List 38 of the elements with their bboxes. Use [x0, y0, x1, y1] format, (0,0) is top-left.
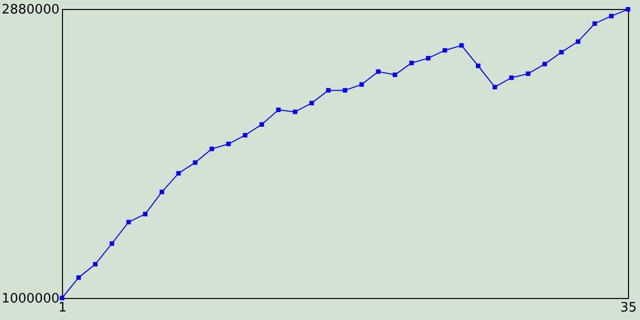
point	[526, 71, 530, 76]
point	[592, 21, 597, 26]
point	[342, 88, 348, 93]
point	[242, 132, 248, 138]
point	[509, 75, 514, 80]
point	[260, 122, 264, 127]
point	[392, 72, 398, 78]
point	[426, 56, 430, 60]
x-tick-label: 1	[58, 300, 67, 316]
point	[559, 50, 564, 54]
point	[442, 48, 448, 53]
point	[459, 43, 464, 48]
x-tick-label: 35	[620, 300, 637, 316]
point	[276, 108, 281, 112]
y-tick-label: 1000000	[2, 292, 60, 306]
point	[492, 84, 498, 90]
point	[359, 82, 364, 87]
point	[542, 62, 547, 66]
point	[126, 220, 131, 224]
point	[609, 14, 614, 18]
point	[93, 262, 98, 266]
point	[576, 39, 580, 44]
point	[176, 171, 181, 176]
point	[210, 146, 214, 152]
point	[292, 110, 298, 114]
point	[110, 241, 114, 246]
point	[160, 190, 164, 194]
point	[326, 88, 331, 93]
point	[376, 69, 381, 74]
point	[76, 275, 81, 280]
point	[309, 100, 314, 106]
y-tick-label: 2880000	[2, 2, 60, 18]
point	[476, 64, 480, 68]
point	[409, 60, 414, 66]
point	[226, 142, 231, 146]
point	[143, 212, 148, 216]
point	[192, 160, 198, 165]
point	[626, 7, 630, 12]
